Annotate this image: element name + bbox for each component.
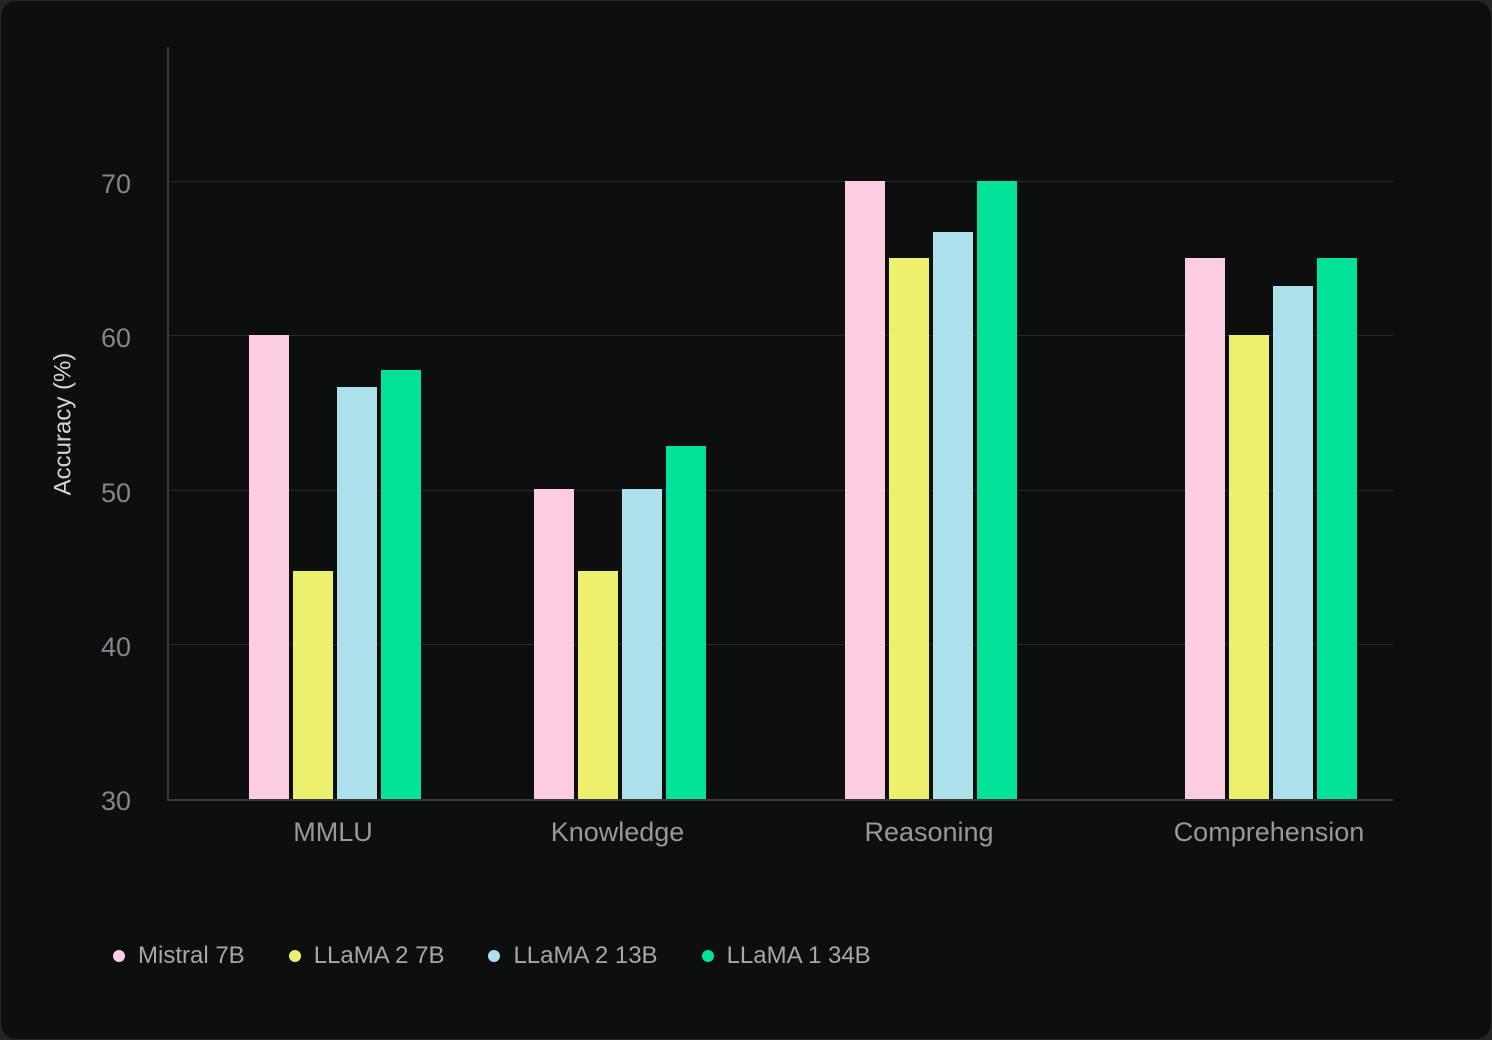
- bar-mistral-7b-reasoning[interactable]: [845, 180, 885, 799]
- x-axis-category-label: MMLU: [293, 817, 373, 847]
- bar-mistral-7b-comprehension[interactable]: [1185, 257, 1225, 799]
- gridline: [169, 489, 1393, 491]
- bar-llama-2-7b-mmlu[interactable]: [293, 570, 333, 799]
- legend-item-mistral-7b[interactable]: Mistral 7B: [113, 941, 245, 971]
- bar-group-mmlu: [249, 334, 421, 799]
- legend-dot: [701, 950, 714, 962]
- legend-item-llama-2-7b[interactable]: LLaMA 2 7B: [288, 941, 445, 971]
- bar-llama-1-34b-mmlu[interactable]: [381, 370, 421, 799]
- y-axis-tick-label: 30: [100, 786, 131, 816]
- bar-llama-1-34b-knowledge[interactable]: [665, 445, 706, 799]
- chart-legend: Mistral 7B LLaMA 2 7B LLaMA 2 13B LLaMA 1 3…: [113, 941, 871, 971]
- chart-plot-area: [167, 47, 1393, 801]
- gridline: [169, 181, 1393, 183]
- bar-group-reasoning: [845, 180, 1017, 799]
- x-axis-category-label: Reasoning: [864, 817, 994, 847]
- bar-llama-1-34b-reasoning[interactable]: [977, 180, 1017, 799]
- legend-label: Mistral 7B: [138, 942, 245, 969]
- legend-label: LLaMA 2 7B: [313, 942, 445, 969]
- bar-mistral-7b-mmlu[interactable]: [249, 334, 289, 799]
- bar-llama-1-34b-comprehension[interactable]: [1317, 257, 1357, 799]
- legend-label: LLaMA 2 13B: [513, 942, 658, 969]
- legend-item-llama-1-34b[interactable]: LLaMA 1 34B: [701, 941, 871, 971]
- bar-llama-2-7b-knowledge[interactable]: [577, 570, 618, 799]
- legend-item-llama-2-13b[interactable]: LLaMA 2 13B: [488, 941, 658, 971]
- legend-dot: [488, 950, 501, 962]
- y-axis-tick-label: 40: [100, 631, 131, 662]
- bar-llama-2-7b-reasoning[interactable]: [889, 257, 929, 799]
- bar-llama-2-7b-comprehension[interactable]: [1229, 334, 1269, 799]
- bar-group-comprehension: [1185, 257, 1357, 799]
- legend-dot: [113, 950, 125, 962]
- x-axis-category-label: Comprehension: [1173, 817, 1365, 847]
- bar-llama-2-13b-reasoning[interactable]: [933, 231, 973, 799]
- legend-dot: [288, 950, 301, 962]
- bar-llama-2-13b-comprehension[interactable]: [1273, 285, 1313, 799]
- y-axis-tick-label: 70: [100, 169, 131, 200]
- bar-mistral-7b-knowledge[interactable]: [533, 489, 574, 799]
- y-axis-tick-label: 50: [100, 477, 131, 508]
- y-axis-tick-label: 60: [100, 323, 131, 354]
- bar-llama-2-13b-knowledge[interactable]: [621, 489, 662, 799]
- bar-llama-2-13b-mmlu[interactable]: [337, 387, 377, 799]
- x-axis-category-label: Knowledge: [550, 817, 685, 847]
- legend-label: LLaMA 1 34B: [726, 942, 871, 969]
- bar-group-knowledge: [533, 445, 706, 799]
- gridline: [169, 643, 1393, 645]
- y-axis-tick-labels: 30 40 50 60 70: [1, 47, 149, 816]
- gridline: [169, 335, 1393, 337]
